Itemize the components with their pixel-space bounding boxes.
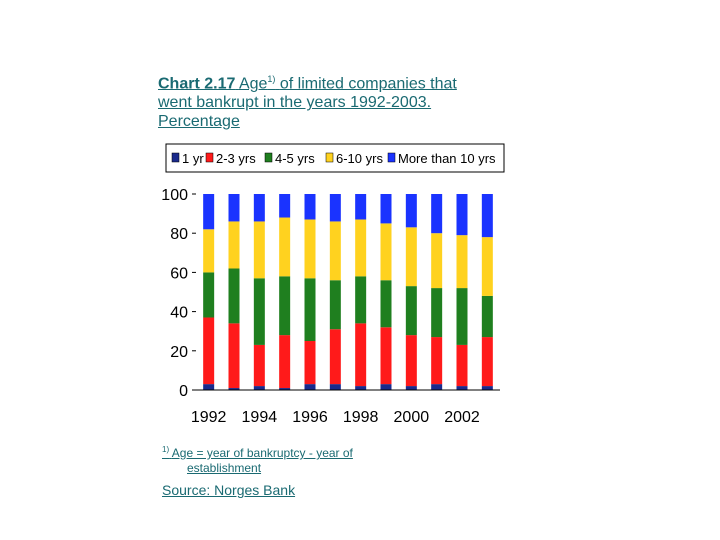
bar-1997-series-5: [329, 194, 341, 222]
bar-2001-series-5: [431, 194, 443, 234]
bar-1997-series-3: [329, 280, 341, 330]
bar-2001-series-4: [431, 233, 443, 289]
legend-label-5: More than 10 yrs: [398, 151, 496, 166]
bar-2000-series-2: [405, 335, 417, 387]
y-tick-label-80: 80: [170, 226, 188, 243]
x-tick-label-1992: 1992: [191, 409, 227, 426]
legend-label-4: 6-10 yrs: [336, 151, 383, 166]
chart-number: Chart 2.17: [158, 75, 236, 93]
bar-2000-series-3: [405, 286, 417, 336]
y-tick-label-60: 60: [170, 265, 188, 282]
bar-1992-series-1: [203, 384, 215, 390]
bar-1994-series-3: [253, 278, 265, 345]
title-rest: of limited companies that went bankrupt …: [158, 75, 457, 131]
bar-2003-series-4: [481, 237, 493, 296]
bar-1993-series-1: [228, 388, 240, 390]
x-tick-label-2000: 2000: [394, 409, 430, 426]
footnote-line2: establishment: [187, 461, 262, 475]
legend-swatch-3: [264, 152, 273, 163]
bar-1998-series-2: [355, 323, 367, 387]
bar-2003-series-3: [481, 295, 493, 338]
bar-2001-series-2: [431, 337, 443, 385]
legend-label-1: 1 yr: [182, 151, 204, 166]
legend-swatch-5: [387, 152, 396, 163]
bar-1993-series-4: [228, 221, 240, 269]
legend-swatch-2: [205, 152, 214, 163]
legend-label-3: 4-5 yrs: [275, 151, 315, 166]
y-tick-label-0: 0: [179, 383, 188, 400]
y-tick-label-40: 40: [170, 305, 188, 322]
footnote: 1) Age = year of bankruptcy - year of es…: [162, 442, 353, 476]
bar-2001-series-3: [431, 288, 443, 338]
x-tick-label-1998: 1998: [343, 409, 379, 426]
bar-1996-series-3: [304, 278, 316, 341]
bar-1995-series-3: [279, 276, 291, 336]
chart-title: Chart 2.17 Age1) of limited companies th…: [158, 70, 478, 131]
source-note: Source: Norges Bank: [162, 482, 296, 498]
bar-2003-series-5: [481, 194, 493, 238]
y-tick-label-20: 20: [170, 344, 188, 361]
bar-1996-series-4: [304, 219, 316, 279]
legend-swatch-1: [171, 152, 180, 163]
bar-1994-series-1: [253, 386, 265, 390]
x-tick-label-1994: 1994: [242, 409, 278, 426]
bar-1995-series-4: [279, 217, 291, 277]
bar-1993-series-5: [228, 194, 240, 222]
bars: [203, 194, 493, 390]
legend: 1 yr 2-3 yrs 4-5 yrs 6-10 yrs More than 10 y…: [165, 143, 505, 173]
bar-1992-series-2: [203, 317, 215, 385]
bar-1999-series-4: [380, 223, 392, 281]
bar-1999-series-3: [380, 280, 392, 328]
bar-1999-series-2: [380, 327, 392, 385]
bar-1993-series-2: [228, 323, 240, 389]
bar-2002-series-3: [456, 288, 468, 345]
bar-1995-series-2: [279, 335, 291, 389]
bar-1996-series-5: [304, 194, 316, 220]
bar-1994-series-4: [253, 221, 265, 279]
bar-1996-series-1: [304, 384, 316, 390]
y-axis: 0 20 40 60 80 100: [161, 187, 196, 400]
bar-1996-series-2: [304, 341, 316, 385]
title-age: Age: [238, 75, 268, 93]
bar-1998-series-4: [355, 219, 367, 277]
x-tick-label-1996: 1996: [292, 409, 328, 426]
bar-2002-series-2: [456, 344, 468, 387]
legend-swatch-4: [325, 152, 334, 163]
bar-1992-series-3: [203, 272, 215, 318]
x-axis: 1992 1994 1996 1998 2000 2002: [191, 389, 500, 426]
bar-1994-series-2: [253, 344, 265, 387]
bar-1993-series-3: [228, 268, 240, 324]
bar-2000-series-4: [405, 227, 417, 287]
bar-2000-series-5: [405, 194, 417, 228]
bar-2003-series-2: [481, 337, 493, 387]
footnote-mark: 1): [162, 445, 170, 454]
bar-1994-series-5: [253, 194, 265, 222]
y-tick-label-100: 100: [161, 187, 188, 204]
bar-2001-series-1: [431, 384, 443, 390]
bar-1998-series-3: [355, 276, 367, 324]
bar-2002-series-4: [456, 235, 468, 289]
bar-1995-series-5: [279, 194, 291, 218]
legend-box: [165, 143, 505, 173]
bar-1997-series-2: [329, 329, 341, 385]
bar-1998-series-5: [355, 194, 367, 220]
bar-2002-series-5: [456, 194, 468, 236]
footnote-line1: Age = year of bankruptcy - year of: [171, 446, 353, 460]
bar-1997-series-4: [329, 221, 341, 281]
bar-1992-series-5: [203, 194, 215, 230]
bar-1999-series-5: [380, 194, 392, 224]
legend-label-2: 2-3 yrs: [216, 151, 256, 166]
bar-1997-series-1: [329, 384, 341, 390]
x-tick-label-2002: 2002: [444, 409, 480, 426]
bar-2003-series-1: [481, 386, 493, 390]
title-footnote-mark: 1): [267, 74, 276, 84]
bar-1992-series-4: [203, 229, 215, 273]
bar-1999-series-1: [380, 384, 392, 390]
bar-1998-series-1: [355, 386, 367, 390]
bar-1995-series-1: [279, 388, 291, 390]
bar-2002-series-1: [456, 386, 468, 390]
bar-2000-series-1: [405, 386, 417, 390]
